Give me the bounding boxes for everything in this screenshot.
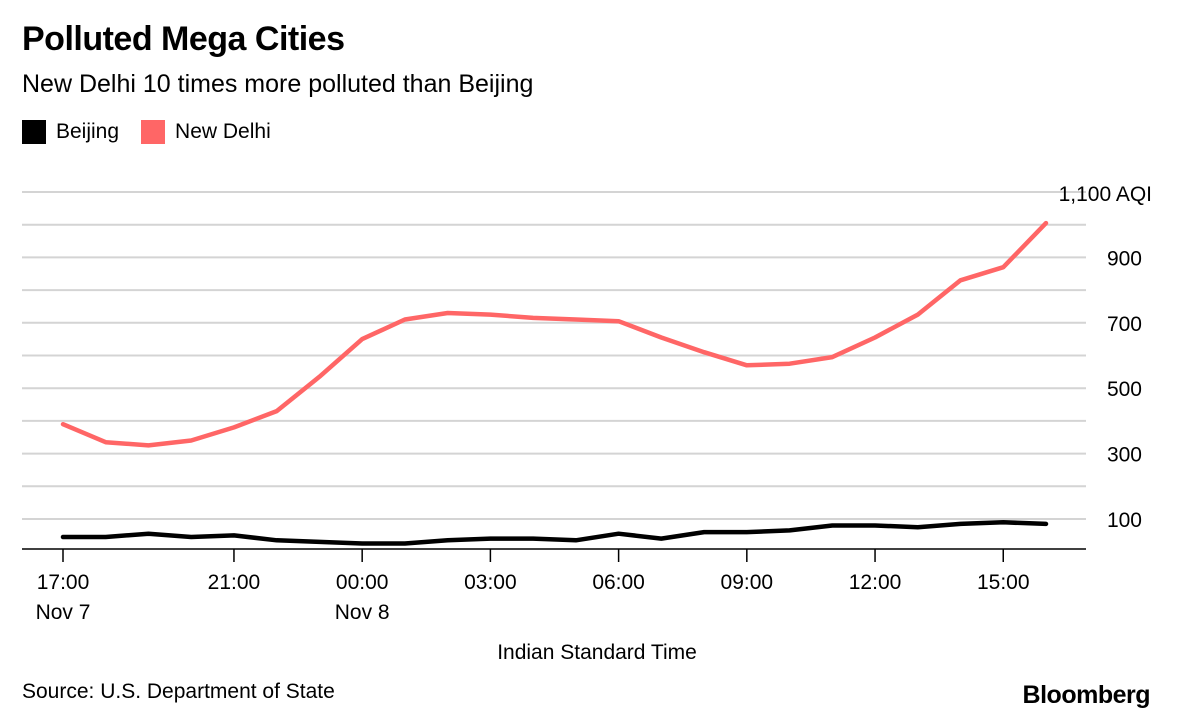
legend-swatch-new-delhi	[141, 120, 166, 144]
series-line-beijing	[60, 520, 1049, 546]
legend-item-new-delhi: New Delhi	[141, 120, 271, 144]
y-tick-label: 300	[1107, 444, 1142, 467]
chart-title: Polluted Mega Cities	[22, 20, 345, 58]
series-lines	[60, 220, 1049, 546]
x-tick-label: 00:00	[336, 571, 389, 594]
y-tick-label: 700	[1107, 313, 1142, 336]
y-tick-label: 100	[1107, 509, 1142, 532]
legend: Beijing New Delhi	[22, 120, 293, 144]
x-tick-sublabel: Nov 7	[36, 601, 91, 624]
x-tick-label: 21:00	[208, 571, 261, 594]
x-axis-label: Indian Standard Time	[497, 641, 697, 664]
legend-swatch-beijing	[22, 120, 46, 144]
series-line-new-delhi	[60, 220, 1049, 448]
x-tick-label: 17:00	[37, 571, 90, 594]
x-tick-label: 03:00	[464, 571, 517, 594]
y-axis: 100 300 500 700 900 1,100 AQI	[1059, 183, 1152, 532]
y-tick-label: 500	[1107, 378, 1142, 401]
bloomberg-logo: Bloomberg	[1022, 681, 1151, 709]
x-axis: 17:00 Nov 7 21:00 00:00 Nov 8 03:00 06:00 09:00…	[22, 548, 1086, 624]
x-tick-label: 15:00	[977, 571, 1030, 594]
y-tick-label: 1,100 AQI	[1059, 183, 1152, 206]
legend-item-beijing: Beijing	[22, 120, 119, 144]
x-tick-label: 06:00	[592, 571, 645, 594]
chart-subtitle: New Delhi 10 times more polluted than Be…	[22, 70, 534, 98]
gridlines	[22, 191, 1086, 520]
legend-label-beijing: Beijing	[56, 120, 120, 143]
x-tick-label: 12:00	[849, 571, 902, 594]
x-tick-sublabel: Nov 8	[335, 601, 390, 624]
source-note: Source: U.S. Department of State	[22, 680, 335, 703]
legend-label-new-delhi: New Delhi	[175, 120, 271, 143]
x-tick-label: 09:00	[721, 571, 774, 594]
y-tick-label: 900	[1107, 247, 1142, 270]
